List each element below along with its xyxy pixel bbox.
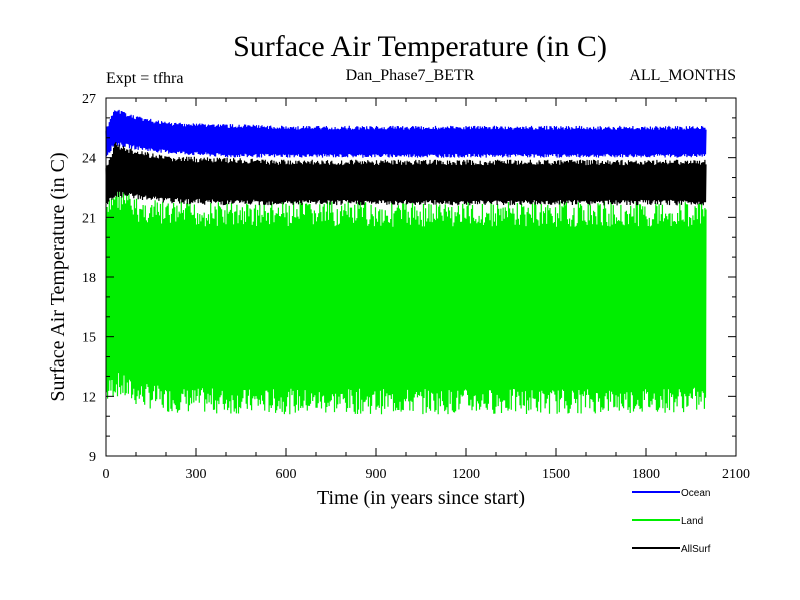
series-layer — [105, 109, 707, 415]
y-axis-label: Surface Air Temperature (in C) — [47, 152, 69, 401]
subtitle-left: Expt = tfhra — [106, 70, 183, 87]
x-axis-label: Time (in years since start) — [317, 487, 525, 509]
y-tick-label: 9 — [89, 450, 96, 465]
x-tick-label: 900 — [366, 467, 387, 482]
x-tick-label: 600 — [276, 467, 297, 482]
series-land — [105, 187, 707, 415]
legend: Ocean Land AllSurf — [632, 488, 711, 555]
series-allsurf — [105, 142, 707, 206]
legend-label-ocean: Ocean — [681, 488, 710, 499]
y-tick-label: 27 — [82, 92, 96, 107]
legend-label-allsurf: AllSurf — [681, 544, 711, 555]
x-tick-label: 1500 — [542, 467, 570, 482]
x-tick-label: 0 — [103, 467, 110, 482]
y-tick-label: 12 — [82, 390, 96, 405]
title-group: Surface Air Temperature (in C) Expt = tf… — [106, 30, 736, 87]
y-tick-label: 15 — [82, 331, 96, 346]
subtitle-center: Dan_Phase7_BETR — [346, 67, 475, 84]
chart-title: Surface Air Temperature (in C) — [233, 30, 607, 63]
x-axis: 0 300 600 900 1200 1500 1800 2100 — [103, 98, 750, 482]
x-tick-label: 300 — [186, 467, 207, 482]
y-tick-label: 24 — [82, 152, 96, 167]
legend-label-land: Land — [681, 516, 703, 527]
y-tick-label: 18 — [82, 271, 96, 286]
y-axis: 9 12 15 18 21 24 27 — [82, 92, 736, 465]
x-tick-label: 2100 — [722, 467, 750, 482]
subtitle-right: ALL_MONTHS — [629, 67, 736, 84]
x-tick-label: 1800 — [632, 467, 660, 482]
x-tick-label: 1200 — [452, 467, 480, 482]
series-ocean — [105, 109, 707, 158]
y-tick-label: 21 — [82, 211, 96, 226]
